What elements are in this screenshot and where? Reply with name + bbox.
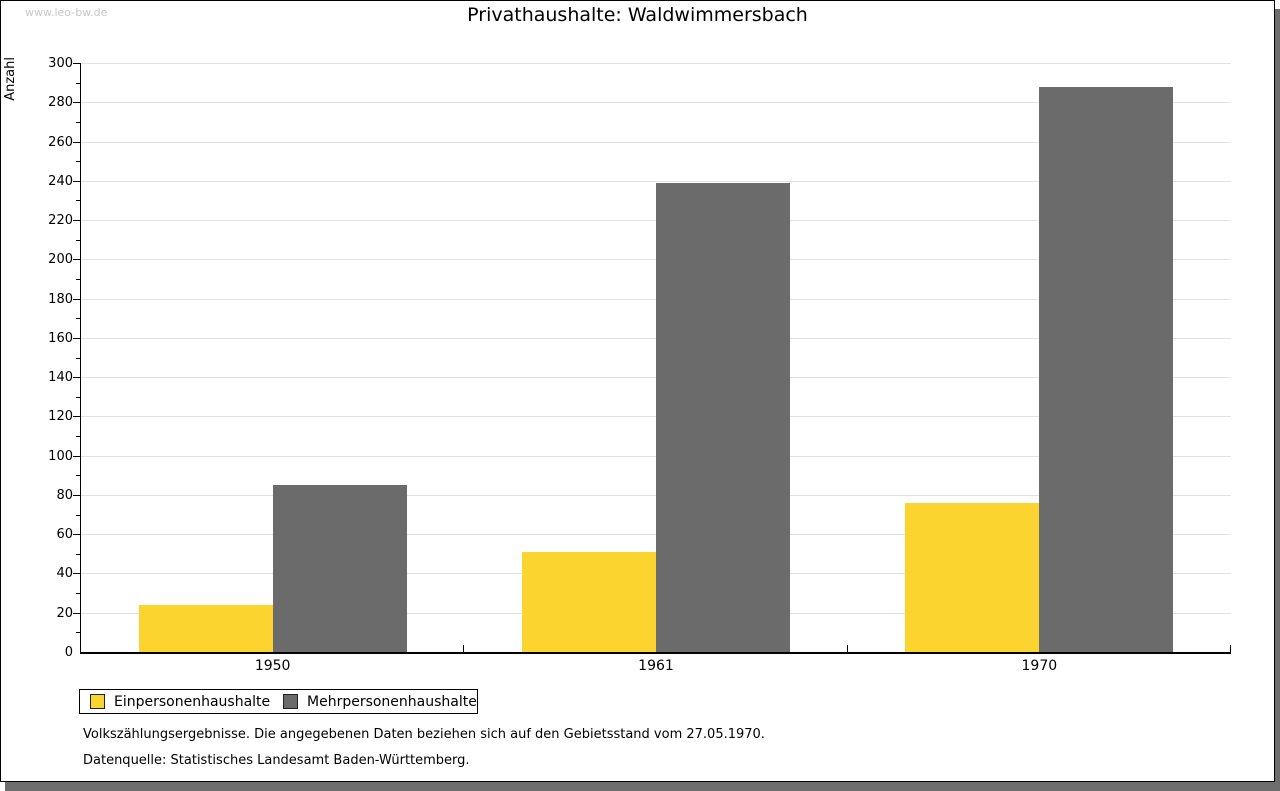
y-tick-label: 20: [56, 605, 73, 621]
y-tick-minor: [76, 593, 81, 595]
y-tick-label: 160: [48, 330, 73, 346]
gridline: [81, 63, 1231, 64]
x-axis-line: [80, 652, 1231, 654]
bar-mehrpersonenhaushalte-1950: [272, 485, 407, 652]
y-tick-major: [73, 102, 81, 104]
y-tick-minor: [76, 514, 81, 516]
y-tick-label: 260: [48, 134, 73, 150]
chart-title: Privathaushalte: Waldwimmersbach: [467, 4, 808, 26]
y-tick-major: [73, 180, 81, 182]
gridline: [81, 141, 1231, 143]
y-tick-major: [73, 494, 81, 496]
x-tick-label-1970: 1970: [1021, 658, 1058, 674]
bar-mehrpersonenhaushalte-1961: [656, 182, 790, 652]
y-tick-minor: [76, 200, 81, 202]
y-tick-minor: [76, 239, 81, 241]
y-tick-minor: [76, 632, 81, 634]
y-tick-major: [73, 416, 81, 418]
y-tick-label: 180: [48, 291, 73, 307]
y-tick-label: 40: [56, 566, 73, 582]
footnote-gebietsstand: Volkszählungsergebnisse. Die angegebenen…: [83, 727, 765, 742]
legend-item-mehrpersonenhaushalte: Mehrpersonenhaushalte: [283, 690, 477, 713]
plot-area: 0 20 40 60 80 100 120 140 160 180 200 220 240 260 280 3…: [48, 56, 1231, 674]
watermark: www.leo-bw.de: [25, 6, 108, 19]
y-tick-major: [73, 534, 81, 536]
y-tick-minor: [76, 553, 81, 555]
y-tick-minor: [76, 278, 81, 280]
legend-swatch-einpersonenhaushalte: [90, 694, 105, 709]
y-tick-major: [73, 141, 81, 143]
y-tick-minor: [76, 475, 81, 477]
y-tick-minor: [76, 121, 81, 123]
gridline: [81, 102, 1231, 104]
y-tick-major: [73, 63, 81, 64]
y-tick-label: 0: [64, 645, 73, 660]
bar-einpersonenhaushalte-1950: [138, 604, 273, 652]
y-tick-label: 300: [48, 56, 73, 71]
y-tick-label: 200: [48, 252, 73, 268]
gridline: [81, 180, 1231, 182]
y-tick-major: [73, 220, 81, 222]
legend: Einpersonenhaushalte Mehrpersonenhaushal…: [79, 689, 478, 714]
y-tick-label: 80: [56, 487, 73, 503]
legend-swatch-mehrpersonenhaushalte: [283, 694, 298, 709]
y-tick-label: 100: [48, 448, 73, 464]
y-tick-minor: [76, 436, 81, 438]
y-tick-label: 280: [48, 95, 73, 111]
y-tick-label: 140: [48, 370, 73, 386]
y-tick-minor: [76, 357, 81, 359]
bar-einpersonenhaushalte-1961: [522, 551, 656, 652]
legend-label: Mehrpersonenhaushalte: [307, 693, 477, 710]
x-tick-label-1950: 1950: [254, 658, 291, 674]
legend-label: Einpersonenhaushalte: [114, 693, 271, 710]
x-boundary-tick: [1230, 645, 1231, 652]
y-tick-minor: [76, 318, 81, 320]
y-axis-title: Anzahl: [3, 57, 18, 101]
footnote-datenquelle: Datenquelle: Statistisches Landesamt Bad…: [83, 753, 470, 768]
legend-item-einpersonenhaushalte: Einpersonenhaushalte: [90, 690, 270, 713]
y-tick-label: 240: [48, 173, 73, 189]
y-tick-minor: [76, 161, 81, 163]
y-tick-major: [73, 455, 81, 457]
y-tick-major: [73, 573, 81, 575]
x-tick-label-1961: 1961: [638, 658, 674, 674]
y-tick-major: [73, 298, 81, 300]
x-boundary-tick: [463, 645, 465, 652]
y-tick-label: 60: [56, 527, 73, 543]
y-tick-minor: [76, 396, 81, 398]
bar-einpersonenhaushalte-1970: [905, 502, 1040, 652]
bar-mehrpersonenhaushalte-1970: [1039, 86, 1174, 652]
y-tick-label: 220: [48, 213, 73, 229]
y-tick-major: [73, 259, 81, 261]
y-tick-major: [73, 612, 81, 614]
y-tick-minor: [76, 82, 81, 84]
y-tick-label: 120: [48, 409, 73, 425]
y-tick-major: [73, 337, 81, 339]
y-tick-major: [73, 377, 81, 379]
x-boundary-tick: [846, 645, 848, 652]
